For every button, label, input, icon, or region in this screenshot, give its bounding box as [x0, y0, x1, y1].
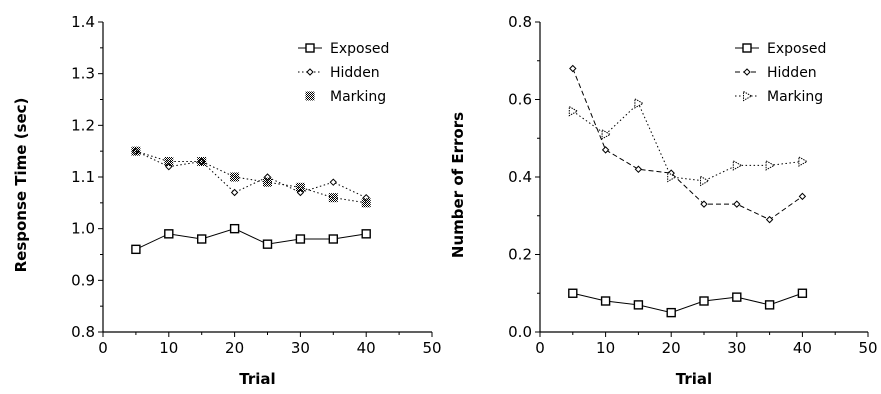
- series-exposed-point: [131, 244, 141, 255]
- series-marking-point: [568, 105, 579, 117]
- legend-exposed-label: Exposed: [767, 41, 826, 57]
- series-hidden-point: [230, 188, 239, 197]
- x-tick-label: 50: [858, 339, 877, 357]
- series-exposed-line: [135, 228, 367, 250]
- series-exposed-line: [572, 292, 803, 314]
- series-marking-point: [732, 160, 743, 171]
- x-tick-label: 50: [422, 339, 441, 357]
- series-exposed-point: [328, 234, 338, 244]
- x-tick-label: 30: [727, 339, 746, 357]
- series-marking-point: [164, 157, 174, 166]
- chart-1: 0.8 0.9 1.0 1.1 1.2 1.3 1.4 0 10 20 30 40 50 Trial Res…: [12, 13, 442, 388]
- series-marking-point: [700, 175, 710, 187]
- series-exposed-point: [633, 300, 644, 310]
- legend-marking-label: Marking: [767, 89, 823, 105]
- legend-marking-label: Marking: [330, 89, 386, 105]
- series-exposed-point: [196, 234, 207, 244]
- series-marking-line: [135, 150, 367, 204]
- y-tick-label: 1.1: [71, 168, 95, 186]
- series-exposed-point: [295, 234, 306, 244]
- y-tick-label: 0.2: [508, 246, 532, 264]
- x-tick-label: 0: [535, 339, 545, 357]
- series-exposed-point: [568, 288, 578, 298]
- legend-exposed-marker: [742, 43, 752, 53]
- series-hidden-point: [601, 146, 610, 154]
- series-marking-point: [328, 193, 338, 203]
- series-hidden-point: [798, 192, 807, 201]
- y-axis-title: Response Time (sec): [12, 98, 30, 273]
- legend-exposed-label: Exposed: [330, 41, 389, 57]
- series-hidden-line: [135, 150, 367, 199]
- y-tick-label: 0.8: [508, 13, 532, 31]
- legend-marking-marker: [305, 91, 315, 101]
- series-marking-point: [263, 177, 272, 187]
- series-exposed-point: [164, 229, 174, 239]
- chart-2: 0.0 0.2 0.4 0.6 0.8 0 10 20 30 40 50 Trial Number of…: [449, 13, 878, 388]
- series-hidden-point: [700, 200, 708, 208]
- y-tick-label: 0.4: [508, 168, 532, 186]
- legend-marking-marker: [743, 90, 753, 102]
- x-tick-label: 20: [662, 339, 681, 357]
- y-tick-label: 0.9: [71, 271, 95, 289]
- legend-hidden-label: Hidden: [767, 65, 817, 81]
- x-tick-label: 30: [291, 339, 310, 357]
- series-exposed-point: [797, 288, 808, 298]
- series-marking-point: [197, 157, 207, 166]
- series-hidden-point: [569, 64, 577, 73]
- legend-hidden-label: Hidden: [330, 65, 380, 81]
- series-marking-point: [295, 182, 305, 192]
- series-marking-point: [361, 198, 371, 208]
- legend: Exposed Hidden Marking: [735, 41, 826, 105]
- series-hidden-line: [572, 68, 803, 221]
- series-exposed-point: [732, 292, 742, 302]
- legend-exposed-marker: [305, 43, 315, 53]
- series-hidden-point: [733, 200, 741, 208]
- series-exposed-point: [666, 307, 676, 318]
- series-marking-point: [601, 129, 612, 140]
- x-tick-label: 0: [98, 339, 108, 357]
- y-axis-title: Number of Errors: [449, 112, 467, 258]
- x-tick-label: 20: [225, 339, 244, 357]
- y-tick-label: 1.4: [71, 13, 95, 31]
- series-exposed-point: [262, 239, 273, 249]
- series-exposed-point: [699, 296, 709, 306]
- series-exposed-point: [229, 223, 240, 234]
- legend-hidden-marker: [306, 68, 314, 76]
- series-marking-point: [798, 156, 808, 167]
- x-axis-title: Trial: [676, 370, 712, 388]
- legend: Exposed Hidden Marking: [298, 41, 389, 105]
- series-marking-point: [667, 171, 677, 183]
- legend-hidden-marker: [743, 68, 751, 76]
- x-tick-label: 40: [357, 339, 376, 357]
- x-tick-label: 40: [793, 339, 812, 357]
- y-tick-label: 0.0: [508, 323, 532, 341]
- series-marking-point: [634, 98, 644, 109]
- y-tick-label: 1.3: [71, 65, 95, 83]
- series-exposed-point: [361, 229, 371, 239]
- series-hidden-point: [765, 215, 774, 224]
- series-exposed-point: [600, 296, 611, 306]
- series-marking-point: [765, 160, 776, 171]
- x-tick-label: 10: [159, 339, 178, 357]
- series-exposed-point: [764, 300, 775, 310]
- y-tick-label: 1.0: [71, 220, 95, 238]
- x-tick-label: 10: [596, 339, 615, 357]
- series-hidden-point: [634, 165, 643, 173]
- y-tick-label: 0.8: [71, 323, 95, 341]
- series-marking-point: [230, 172, 240, 182]
- y-tick-label: 1.2: [71, 116, 95, 134]
- y-tick-label: 0.6: [508, 91, 532, 109]
- series-marking-point: [131, 146, 141, 156]
- x-axis-title: Trial: [239, 370, 275, 388]
- series-hidden-point: [329, 178, 338, 186]
